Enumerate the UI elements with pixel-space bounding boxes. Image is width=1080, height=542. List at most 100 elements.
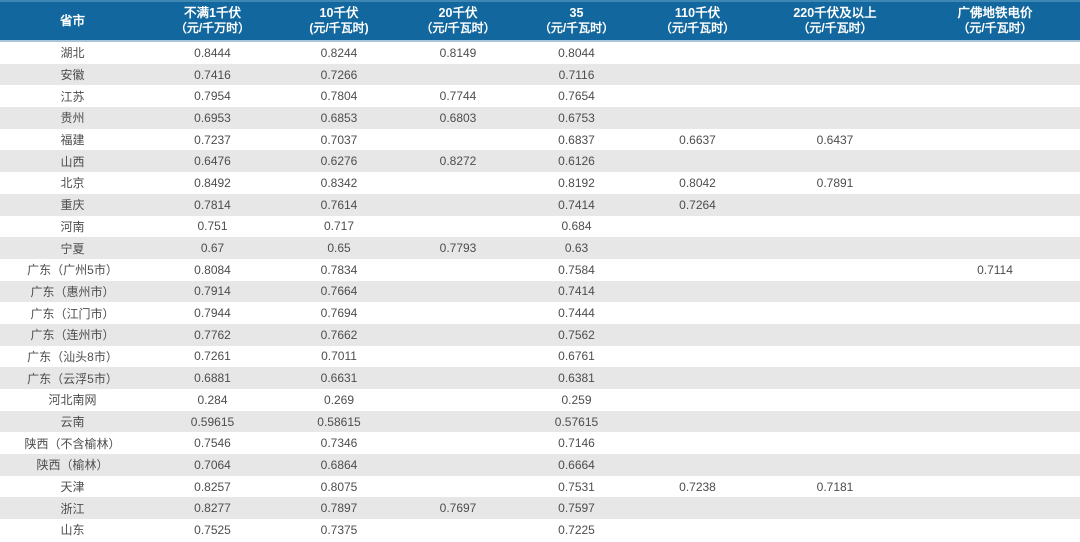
value-cell: 0.6953 xyxy=(194,110,231,125)
value-cell: 0.6864 xyxy=(320,457,358,472)
value-cell: 0.57615 xyxy=(554,414,599,429)
value-cell xyxy=(910,497,1080,519)
value-cell: 0.6476 xyxy=(194,154,231,169)
value-cell xyxy=(760,194,910,216)
value-cell: 0.717 xyxy=(323,219,355,234)
value-cell: 0.6761 xyxy=(558,349,595,364)
value-cell: 0.8244 xyxy=(320,45,358,60)
table-row: 广东（连州市） 0.7762 0.7662 0.7562 xyxy=(0,323,1080,346)
value-cell xyxy=(760,411,910,433)
province-cell: 河南 xyxy=(60,219,85,234)
value-cell xyxy=(910,107,1080,129)
value-cell: 0.7266 xyxy=(320,67,358,82)
value-cell xyxy=(760,150,910,172)
table-row: 浙江 0.8277 0.7897 0.7697 0.7597 xyxy=(0,497,1080,520)
province-cell: 广东（汕头8市） xyxy=(27,349,118,364)
value-cell xyxy=(760,281,910,303)
value-cell: 0.58615 xyxy=(317,414,361,429)
value-cell: 0.7614 xyxy=(320,197,358,212)
province-cell: 山东 xyxy=(60,523,85,538)
value-cell xyxy=(398,129,518,151)
column-title: 10千伏 xyxy=(319,6,359,20)
value-cell xyxy=(398,172,518,194)
table-row: 河北南网 0.284 0.269 0.259 xyxy=(0,389,1080,411)
province-cell: 浙江 xyxy=(60,501,85,516)
value-cell: 0.8272 xyxy=(439,154,477,169)
value-cell: 0.7114 xyxy=(977,262,1013,277)
province-cell: 广东（连州市） xyxy=(30,328,115,343)
value-cell: 0.7834 xyxy=(320,262,358,277)
province-cell: 贵州 xyxy=(60,111,85,126)
table-row: 广东（广州5市） 0.8084 0.7834 0.7584 0.7114 xyxy=(0,258,1080,281)
value-cell: 0.7914 xyxy=(194,284,231,299)
value-cell xyxy=(760,497,910,519)
value-cell: 0.7814 xyxy=(194,197,231,212)
value-cell: 0.7697 xyxy=(439,501,477,516)
province-cell: 湖北 xyxy=(60,46,85,61)
value-cell xyxy=(635,107,760,129)
value-cell xyxy=(910,367,1080,389)
value-cell: 0.6631 xyxy=(320,371,358,386)
value-cell: 0.7116 xyxy=(558,67,595,82)
value-cell: 0.63 xyxy=(564,241,589,256)
province-cell: 安徽 xyxy=(60,68,85,83)
value-cell xyxy=(760,519,910,541)
column-header: 110千伏 （元/千瓦时） xyxy=(635,0,760,42)
column-title: 广佛地铁电价 xyxy=(957,6,1033,20)
value-cell: 0.7584 xyxy=(558,262,595,277)
column-title: 省市 xyxy=(59,13,85,28)
value-cell xyxy=(910,389,1080,411)
column-unit: （元/千瓦时） xyxy=(538,21,615,35)
value-cell xyxy=(398,411,518,433)
province-cell: 广东（广州5市） xyxy=(27,263,118,278)
value-cell: 0.6853 xyxy=(320,110,358,125)
value-cell: 0.7525 xyxy=(194,522,231,537)
value-cell xyxy=(635,346,760,368)
value-cell: 0.7261 xyxy=(194,349,231,364)
table-header: 省市 不满1千伏 （元/千万时） 10千伏 (元/千瓦时) 20千伏 （元/千瓦时） 35 （元… xyxy=(0,0,1080,42)
table-row: 江苏 0.7954 0.7804 0.7744 0.7654 xyxy=(0,85,1080,108)
value-cell: 0.7238 xyxy=(679,479,716,494)
value-cell xyxy=(635,411,760,433)
value-cell xyxy=(910,129,1080,151)
value-cell xyxy=(398,367,518,389)
value-cell xyxy=(910,302,1080,324)
value-cell: 0.6381 xyxy=(558,371,595,386)
value-cell xyxy=(760,389,910,411)
value-cell: 0.6437 xyxy=(816,132,854,147)
value-cell: 0.8149 xyxy=(439,45,477,60)
value-cell: 0.7662 xyxy=(320,327,358,342)
value-cell: 0.7546 xyxy=(194,436,231,451)
province-cell: 江苏 xyxy=(60,89,85,104)
value-cell xyxy=(910,150,1080,172)
value-cell xyxy=(398,476,518,498)
table-row: 天津 0.8257 0.8075 0.7531 0.7238 0.7181 xyxy=(0,475,1080,498)
table-row: 云南 0.59615 0.58615 0.57615 xyxy=(0,410,1080,433)
value-cell: 0.7597 xyxy=(558,501,595,516)
value-cell: 0.67 xyxy=(200,241,225,256)
value-cell xyxy=(910,216,1080,238)
value-cell xyxy=(635,367,760,389)
value-cell xyxy=(760,432,910,454)
value-cell xyxy=(635,432,760,454)
value-cell xyxy=(910,432,1080,454)
column-title: 35 xyxy=(569,6,584,20)
column-header: 广佛地铁电价 （元/千瓦时） xyxy=(910,0,1080,42)
value-cell: 0.7444 xyxy=(558,306,595,321)
column-header: 10千伏 (元/千瓦时) xyxy=(280,0,398,42)
value-cell: 0.7793 xyxy=(439,241,477,256)
value-cell: 0.59615 xyxy=(190,414,235,429)
value-cell xyxy=(910,346,1080,368)
column-unit: (元/千瓦时) xyxy=(309,21,369,35)
value-cell xyxy=(398,194,518,216)
province-cell: 广东（云浮5市） xyxy=(27,371,118,386)
value-cell: 0.7954 xyxy=(194,89,231,104)
province-cell: 陕西（不含榆林） xyxy=(24,436,121,451)
value-cell: 0.7237 xyxy=(194,132,231,147)
value-cell: 0.684 xyxy=(561,219,592,234)
table-row: 重庆 0.7814 0.7614 0.7414 0.7264 xyxy=(0,193,1080,216)
table-row: 广东（云浮5市） 0.6881 0.6631 0.6381 xyxy=(0,367,1080,389)
value-cell: 0.7064 xyxy=(194,457,231,472)
